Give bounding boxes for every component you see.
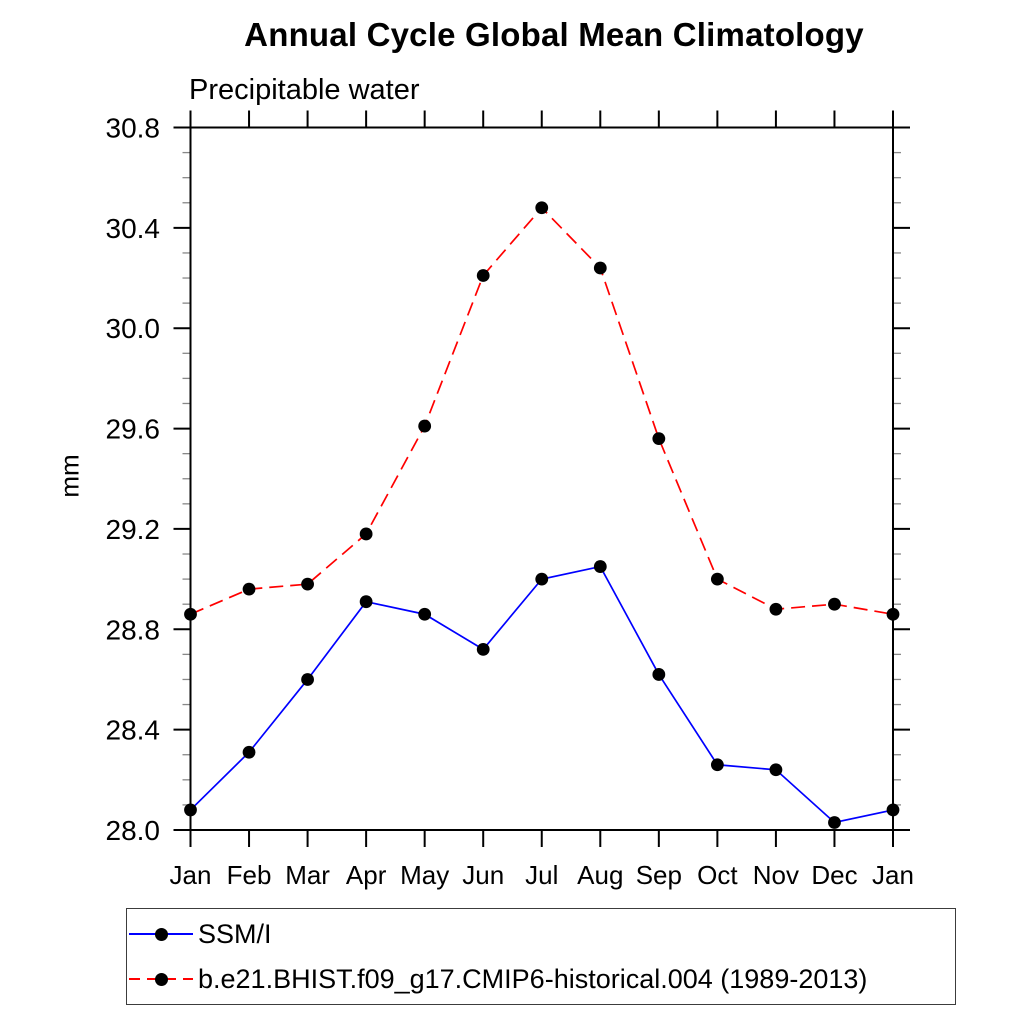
data-point [301, 577, 314, 591]
x-tick-label: Sep [636, 860, 682, 890]
chart-subtitle: Precipitable water [189, 74, 420, 106]
x-tick-label: Jan [170, 860, 212, 890]
y-tick-label: 29.6 [106, 414, 161, 445]
data-point [535, 572, 549, 586]
data-point [359, 527, 373, 541]
y-tick-label: 30.4 [106, 213, 161, 244]
plot-box [189, 126, 894, 831]
data-point [828, 597, 841, 611]
data-point [710, 758, 724, 772]
data-point [535, 201, 549, 215]
legend-line-sample-red [129, 972, 193, 986]
legend-box: SSM/I b.e21.BHIST.f09_g17.CMIP6-historic… [126, 908, 956, 1005]
data-point [593, 560, 607, 573]
data-point [593, 261, 607, 275]
x-tick-label: Nov [753, 860, 799, 890]
legend-item-ssmi: SSM/I [129, 914, 955, 954]
x-tick-label: Apr [346, 860, 387, 890]
x-tick-label: Feb [227, 860, 272, 890]
data-point [886, 607, 900, 621]
legend-item-model: b.e21.BHIST.f09_g17.CMIP6-historical.004… [129, 959, 955, 999]
data-point [828, 816, 841, 829]
y-tick-label: 28.4 [106, 715, 161, 746]
data-point [418, 419, 432, 433]
data-point [359, 595, 373, 609]
x-tick-label: Jun [462, 860, 504, 890]
data-point [301, 673, 314, 686]
x-tick-label: Mar [285, 860, 330, 890]
x-tick-label: May [400, 860, 449, 890]
data-point [769, 602, 783, 616]
data-point [710, 572, 724, 586]
data-point [418, 607, 432, 621]
data-point [184, 607, 197, 621]
chart-title: Annual Cycle Global Mean Climatology [244, 16, 864, 53]
data-point [476, 642, 490, 656]
data-point [652, 668, 666, 681]
data-point [476, 269, 490, 282]
series-line-1 [190, 206, 894, 616]
data-point [652, 432, 666, 446]
legend-line-sample-blue [129, 927, 193, 941]
legend-label: SSM/I [198, 918, 272, 949]
x-tick-label: Jan [872, 860, 914, 890]
data-point [769, 763, 783, 777]
x-tick-label: Aug [577, 860, 623, 890]
legend-marker-dot [154, 972, 168, 986]
x-tick-label: Dec [811, 860, 857, 890]
data-point [242, 745, 256, 759]
y-tick-label: 29.2 [106, 514, 161, 545]
data-point [886, 803, 900, 817]
y-tick-label: 28.8 [106, 614, 161, 645]
legend-label: b.e21.BHIST.f09_g17.CMIP6-historical.004… [198, 963, 868, 994]
x-tick-label: Oct [697, 860, 738, 890]
series-line-0 [189, 565, 894, 824]
y-tick-label: 28.0 [106, 815, 161, 846]
y-tick-label: 30.8 [106, 113, 161, 144]
legend-marker-dot [154, 927, 168, 941]
x-tick-label: Jul [525, 860, 558, 890]
data-point [184, 803, 197, 817]
y-tick-label: 30.0 [106, 313, 161, 344]
data-point [242, 582, 256, 596]
